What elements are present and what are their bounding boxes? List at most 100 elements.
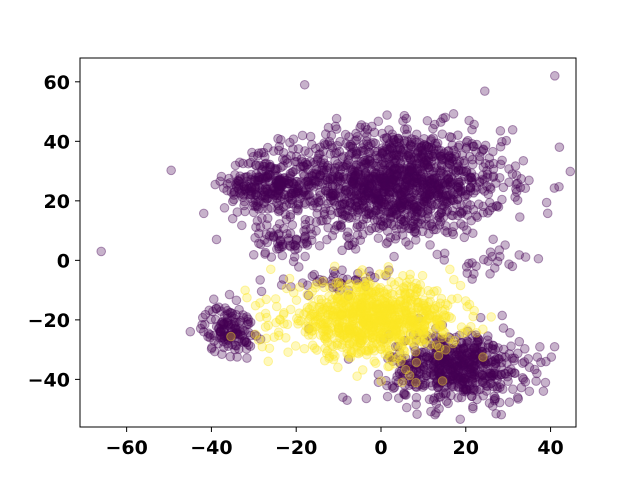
scatter-point-series-0 [468,188,479,198]
scatter-point-series-0 [477,146,487,157]
scatter-point-series-0 [427,174,437,185]
scatter-point-series-1 [263,356,274,367]
scatter-point-series-0 [387,129,398,140]
scatter-point-series-0 [363,187,373,198]
scatter-point-series-0 [413,153,424,164]
scatter-point-series-0 [423,142,434,153]
scatter-point-series-0 [390,169,401,180]
scatter-point-series-0 [250,177,260,187]
scatter-point-series-0 [479,175,490,185]
scatter-point-series-0 [374,180,385,190]
scatter-point-series-0 [429,173,440,184]
scatter-point-series-0 [358,146,369,156]
scatter-point-series-0 [428,395,439,406]
scatter-point-series-0 [366,194,376,205]
scatter-point-series-0 [375,173,386,184]
scatter-point-series-0 [549,341,560,352]
scatter-point-series-0 [363,174,374,184]
scatter-point-series-1 [448,338,458,349]
scatter-point-series-0 [411,207,422,217]
scatter-point-series-1 [310,282,321,293]
scatter-point-series-0 [380,181,391,191]
scatter-point-series-0 [335,175,346,186]
scatter-point-series-0 [339,181,349,192]
scatter-point-series-0 [510,161,521,171]
scatter-point-series-0 [433,145,444,155]
scatter-point-series-0 [287,195,298,205]
scatter-point-series-0 [334,161,344,172]
scatter-point-series-0 [397,230,408,240]
scatter-point-series-0 [330,162,340,173]
scatter-point-series-0 [370,138,381,149]
scatter-point-series-0 [406,155,416,165]
scatter-point-series-0 [340,210,351,221]
scatter-point-series-1 [383,351,394,361]
scatter-point-series-0 [401,200,412,210]
scatter-point-series-0 [329,225,340,235]
scatter-point-series-0 [386,150,397,161]
scatter-point-series-0 [469,119,479,130]
scatter-point-series-0 [338,151,349,162]
scatter-point-series-0 [293,199,304,210]
scatter-point-series-0 [495,159,506,170]
scatter-point-series-0 [323,188,334,199]
scatter-point-series-0 [309,269,320,280]
scatter-point-series-1 [346,348,357,359]
scatter-point-series-0 [468,228,478,239]
scatter-point-series-0 [410,134,420,145]
scatter-point-series-0 [469,141,479,152]
scatter-point-series-0 [429,191,439,201]
scatter-point-series-0 [290,187,301,198]
scatter-point-series-0 [390,163,400,173]
scatter-point-series-0 [456,200,466,210]
scatter-point-series-0 [333,207,343,218]
scatter-point-series-0 [465,173,475,183]
scatter-point-series-0 [407,179,417,190]
scatter-point-series-0 [388,383,399,393]
scatter-point-series-0 [374,194,384,204]
scatter-point-series-0 [453,185,464,195]
scatter-point-series-0 [300,231,311,241]
scatter-point-series-0 [238,190,249,200]
scatter-point-series-0 [367,189,378,200]
scatter-point-series-0 [343,240,354,251]
scatter-point-series-0 [227,196,238,207]
scatter-point-series-0 [361,393,372,404]
scatter-point-series-0 [352,148,362,158]
scatter-point-series-0 [334,169,345,180]
scatter-point-series-0 [381,132,392,143]
scatter-point-series-1 [344,279,355,290]
scatter-point-series-0 [402,160,413,171]
scatter-point-series-1 [250,329,261,340]
scatter-point-series-0 [248,197,259,208]
scatter-point-series-0 [454,177,465,188]
scatter-point-series-0 [426,156,437,166]
scatter-point-series-0 [343,205,353,216]
scatter-point-series-0 [487,202,498,213]
scatter-point-series-0 [462,225,472,235]
scatter-point-series-1 [368,338,378,348]
scatter-point-series-0 [358,214,369,225]
scatter-point-series-0 [432,138,443,148]
scatter-point-series-1 [321,331,331,342]
scatter-point-series-0 [452,194,463,204]
scatter-point-series-0 [390,158,401,168]
y-tick-label: −40 [28,369,70,391]
scatter-point-series-0 [381,207,392,217]
scatter-point-series-0 [445,177,455,187]
scatter-point-series-0 [373,197,384,207]
scatter-point-series-0 [437,154,448,165]
scatter-point-series-0 [366,207,377,218]
scatter-point-series-1 [328,310,338,320]
scatter-point-series-0 [353,169,364,180]
scatter-point-series-0 [426,199,437,209]
scatter-point-series-0 [447,156,458,167]
scatter-point-series-1 [436,293,447,304]
scatter-point-series-0 [337,161,348,172]
scatter-point-series-0 [409,172,420,182]
scatter-point-series-0 [288,134,299,144]
scatter-point-series-0 [327,180,338,191]
scatter-point-series-0 [361,201,371,211]
scatter-point-series-0 [399,138,410,149]
scatter-point-series-0 [434,209,445,220]
